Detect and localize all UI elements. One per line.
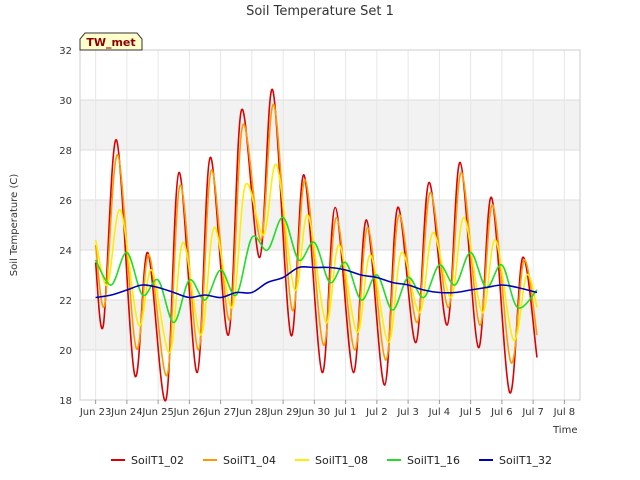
legend-label-soilt1-16: SoilT1_16: [407, 454, 460, 467]
x-tick-label: Jun 30: [298, 407, 331, 418]
x-tick-label: Jun 23: [79, 407, 112, 418]
station-badge-label: TW_met: [86, 36, 135, 49]
y-tick-label: 18: [59, 396, 72, 407]
x-tick-label: Jul 7: [521, 407, 544, 418]
x-tick-label: Jun 24: [110, 407, 143, 418]
legend-label-soilt1-04: SoilT1_04: [223, 454, 276, 467]
x-tick-label: Jul 4: [428, 407, 451, 418]
x-tick-labels: Jun 23 Jun 24 Jun 25 Jun 26 Jun 27 Jun 28 Jun …: [79, 400, 575, 418]
x-tick-label: Jun 27: [204, 407, 237, 418]
series-layer: [94, 89, 538, 402]
series-line-soilt1-08: [94, 163, 538, 354]
plot-background: [80, 50, 580, 400]
legend: SoilT1_02 SoilT1_04 SoilT1_08 SoilT1_16 Soil…: [111, 454, 552, 467]
x-tick-label: Jul 3: [396, 407, 419, 418]
series-line-soilt1-16: [94, 216, 538, 324]
x-tick-label: Jun 25: [141, 407, 174, 418]
y-tick-label: 30: [59, 96, 72, 107]
plot-band: [80, 50, 580, 100]
legend-label-soilt1-32: SoilT1_32: [499, 454, 552, 467]
x-tick-label: Jul 5: [459, 407, 482, 418]
x-tick-label: Jul 8: [553, 407, 576, 418]
y-tick-label: 20: [59, 346, 72, 357]
y-tick-label: 32: [59, 46, 72, 57]
y-tick-label: 22: [59, 296, 72, 307]
legend-label-soilt1-02: SoilT1_02: [131, 454, 184, 467]
x-tick-label: Jun 28: [235, 407, 268, 418]
x-tick-label: Jul 6: [490, 407, 513, 418]
x-tick-label: Jun 26: [173, 407, 206, 418]
plot-frame: [79, 49, 581, 401]
y-tick-label: 26: [59, 196, 72, 207]
x-axis-title: Time: [552, 425, 577, 436]
plot-band: [80, 150, 580, 200]
y-tick-label: 24: [59, 246, 72, 257]
chart-title: Soil Temperature Set 1: [246, 4, 394, 19]
x-tick-label: Jul 1: [334, 407, 357, 418]
series-line-soilt1-04: [94, 104, 538, 377]
series-line-soilt1-32: [95, 265, 538, 299]
y-axis-title: Soil Temperature (C): [9, 174, 20, 277]
station-badge: TW_met: [79, 32, 143, 51]
series-line-soilt1-02: [94, 89, 538, 402]
y-tick-labels: 18 20 22 24 26 28 30 32: [59, 46, 72, 407]
x-tick-label: Jul 2: [365, 407, 388, 418]
y-tick-label: 28: [59, 146, 72, 157]
station-badge-shape: [79, 32, 143, 51]
plot-band: [80, 200, 580, 250]
legend-label-soilt1-08: SoilT1_08: [315, 454, 368, 467]
x-tick-label: Jun 29: [266, 407, 299, 418]
plot-band: [80, 100, 580, 150]
